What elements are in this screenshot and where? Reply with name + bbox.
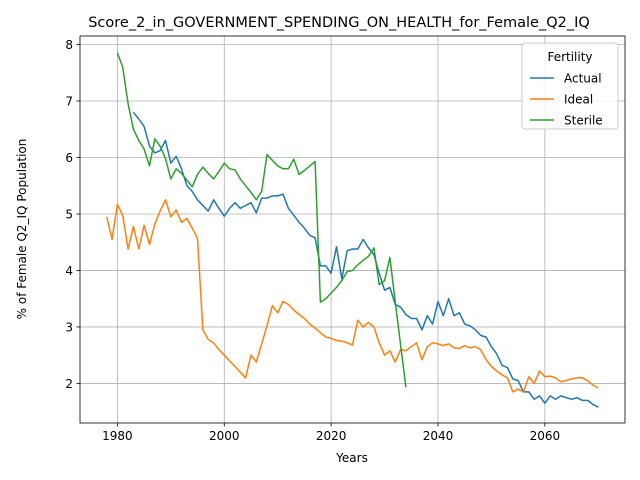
legend: Fertility Actual Ideal Sterile — [521, 42, 619, 130]
y-axis: 2 3 4 5 6 7 8 — [65, 38, 80, 391]
legend-frame — [521, 42, 619, 130]
plot-frame — [79, 35, 626, 424]
x-tick-label: 2020 — [316, 429, 347, 443]
legend-label-actual: Actual — [564, 71, 602, 85]
chart-title: Score_2_in_GOVERNMENT_SPENDING_ON_HEALTH… — [88, 15, 590, 31]
series-line-sterile — [116, 52, 407, 388]
series-lines — [105, 52, 599, 408]
legend-title: Fertility — [547, 50, 592, 64]
x-tick-label: 2040 — [423, 429, 454, 443]
y-tick-label: 3 — [65, 320, 73, 334]
x-tick-label: 1980 — [102, 429, 133, 443]
y-tick-label: 7 — [65, 94, 73, 108]
x-tick-label: 2060 — [530, 429, 561, 443]
y-axis-label: % of Female Q2_IQ Population — [15, 139, 29, 320]
y-tick-label: 6 — [65, 151, 73, 165]
y-tick-label: 5 — [65, 207, 73, 221]
y-tick-label: 4 — [65, 264, 73, 278]
y-tick-label: 8 — [65, 38, 73, 52]
legend-label-ideal: Ideal — [564, 92, 593, 106]
series-line-actual — [132, 111, 599, 408]
grid — [80, 36, 625, 423]
x-axis-label: Years — [335, 451, 368, 465]
y-tick-label: 2 — [65, 377, 73, 391]
x-tick-label: 2000 — [209, 429, 240, 443]
x-axis: 1980 2000 2020 2040 2060 — [102, 423, 560, 443]
series-line-ideal — [105, 199, 599, 393]
legend-label-sterile: Sterile — [564, 113, 603, 127]
